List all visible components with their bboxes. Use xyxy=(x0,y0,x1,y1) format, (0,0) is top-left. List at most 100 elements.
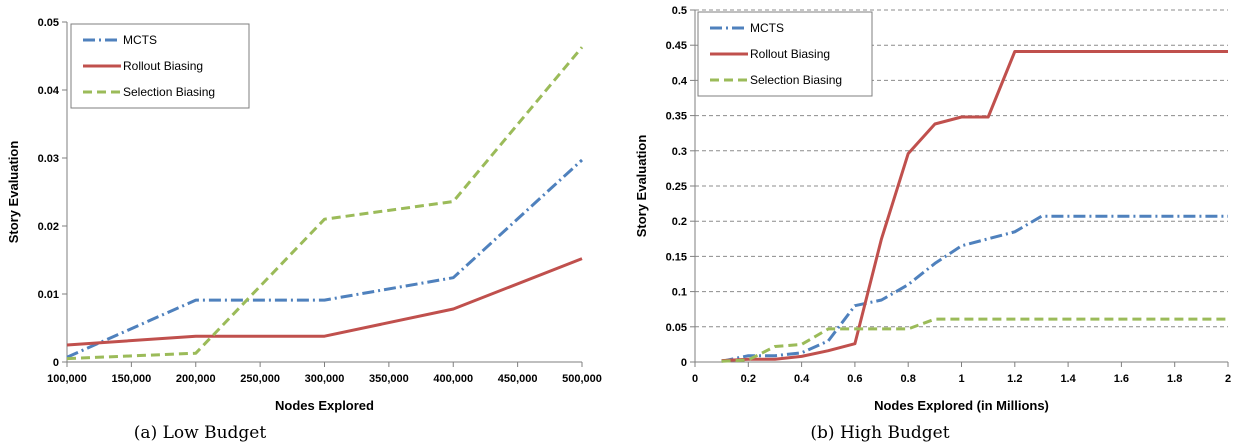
data-point xyxy=(907,327,910,330)
y-tick-label: 0.02 xyxy=(38,221,59,233)
data-point xyxy=(323,335,326,338)
series-line-mcts xyxy=(721,214,1228,363)
panel-caption: (b) High Budget xyxy=(810,423,949,443)
data-point xyxy=(581,159,584,162)
data-point xyxy=(1173,215,1176,218)
data-point xyxy=(66,344,69,347)
data-point xyxy=(1040,318,1043,321)
legend-label: Rollout Biasing xyxy=(123,59,203,73)
y-tick-label: 0.2 xyxy=(672,216,687,228)
y-tick-label: 0.1 xyxy=(672,287,687,299)
data-point xyxy=(1067,215,1070,218)
x-tick-label: 0.2 xyxy=(741,373,756,385)
data-point xyxy=(960,244,963,247)
series-line-mcts xyxy=(66,158,584,359)
data-point xyxy=(581,46,584,49)
data-point xyxy=(880,327,883,330)
chart-panel-1: 0 0.05 0.1 0.15 0.2 0.25 0.3 0.35 0.4 0.45 0.5 0 0.2… xyxy=(634,5,1231,443)
x-tick-label: 300,000 xyxy=(305,373,345,385)
y-tick-label: 0.05 xyxy=(38,17,59,29)
data-point xyxy=(1013,318,1016,321)
data-point xyxy=(800,355,803,358)
data-point xyxy=(581,257,584,260)
data-point xyxy=(1173,50,1176,53)
panel-caption: (a) Low Budget xyxy=(134,423,267,443)
data-point xyxy=(827,339,830,342)
data-point xyxy=(1227,215,1230,218)
y-tick-label: 0.15 xyxy=(666,251,687,263)
x-axis-title: Nodes Explored xyxy=(275,398,374,413)
data-point xyxy=(827,327,830,330)
data-point xyxy=(1093,50,1096,53)
data-point xyxy=(1120,215,1123,218)
data-point xyxy=(853,304,856,307)
y-tick-label: 0 xyxy=(53,357,59,369)
legend-label: Selection Biasing xyxy=(123,85,215,99)
x-tick-label: 0.4 xyxy=(794,373,810,385)
y-tick-label: 0.3 xyxy=(672,146,687,158)
series-line-rollout-biasing xyxy=(66,257,583,347)
x-tick-label: 1.4 xyxy=(1060,373,1076,385)
data-point xyxy=(800,343,803,346)
data-point xyxy=(323,299,326,302)
y-axis-title: Story Evaluation xyxy=(6,141,21,244)
x-tick-label: 350,000 xyxy=(369,373,409,385)
data-point xyxy=(1013,230,1016,233)
data-point xyxy=(880,237,883,240)
x-tick-label: 1 xyxy=(958,373,964,385)
data-point xyxy=(1227,50,1230,53)
data-point xyxy=(1067,50,1070,53)
x-tick-label: 0 xyxy=(692,373,698,385)
data-point xyxy=(1147,50,1150,53)
chart-panel-0: 0 0.01 0.02 0.03 0.04 0.05 100,000 150,000 200,0… xyxy=(6,17,602,443)
y-tick-label: 0.4 xyxy=(672,75,688,87)
data-point xyxy=(1067,318,1070,321)
data-point xyxy=(1147,318,1150,321)
legend-label: Selection Biasing xyxy=(750,73,842,87)
legend: MCTS Rollout Biasing Selection Biasing xyxy=(70,23,250,109)
series-line-selection-biasing xyxy=(66,46,584,361)
x-tick-label: 200,000 xyxy=(176,373,216,385)
data-point xyxy=(773,345,776,348)
data-point xyxy=(987,116,990,119)
data-point xyxy=(194,352,197,355)
data-point xyxy=(194,299,197,302)
data-point xyxy=(452,276,455,279)
y-tick-label: 0.01 xyxy=(38,289,59,301)
data-point xyxy=(747,354,750,357)
data-point xyxy=(1200,215,1203,218)
data-point xyxy=(452,307,455,310)
data-point xyxy=(323,218,326,221)
data-point xyxy=(933,318,936,321)
x-tick-label: 0.6 xyxy=(847,373,862,385)
legend-label: Rollout Biasing xyxy=(750,47,830,61)
data-point xyxy=(452,200,455,203)
data-point xyxy=(933,262,936,265)
data-point xyxy=(960,318,963,321)
x-tick-label: 450,000 xyxy=(498,373,538,385)
x-tick-label: 0.8 xyxy=(901,373,916,385)
data-point xyxy=(880,299,883,302)
y-tick-label: 0.05 xyxy=(666,322,687,334)
y-tick-label: 0 xyxy=(681,357,687,369)
x-tick-label: 250,000 xyxy=(240,373,280,385)
data-point xyxy=(827,349,830,352)
y-tick-label: 0.5 xyxy=(672,5,687,17)
x-tick-label: 100,000 xyxy=(47,373,87,385)
data-point xyxy=(987,318,990,321)
data-point xyxy=(1013,50,1016,53)
y-tick-label: 0.35 xyxy=(666,111,687,123)
data-point xyxy=(66,357,69,360)
data-point xyxy=(853,342,856,345)
data-point xyxy=(800,351,803,354)
data-point xyxy=(1120,50,1123,53)
series-line-selection-biasing xyxy=(721,317,1228,363)
data-point xyxy=(907,152,910,155)
data-point xyxy=(1147,215,1150,218)
legend-label: MCTS xyxy=(750,21,784,35)
x-tick-label: 2 xyxy=(1225,373,1231,385)
x-tick-label: 1.2 xyxy=(1007,373,1022,385)
data-point xyxy=(1093,318,1096,321)
x-tick-label: 500,000 xyxy=(562,373,602,385)
data-point xyxy=(907,283,910,286)
